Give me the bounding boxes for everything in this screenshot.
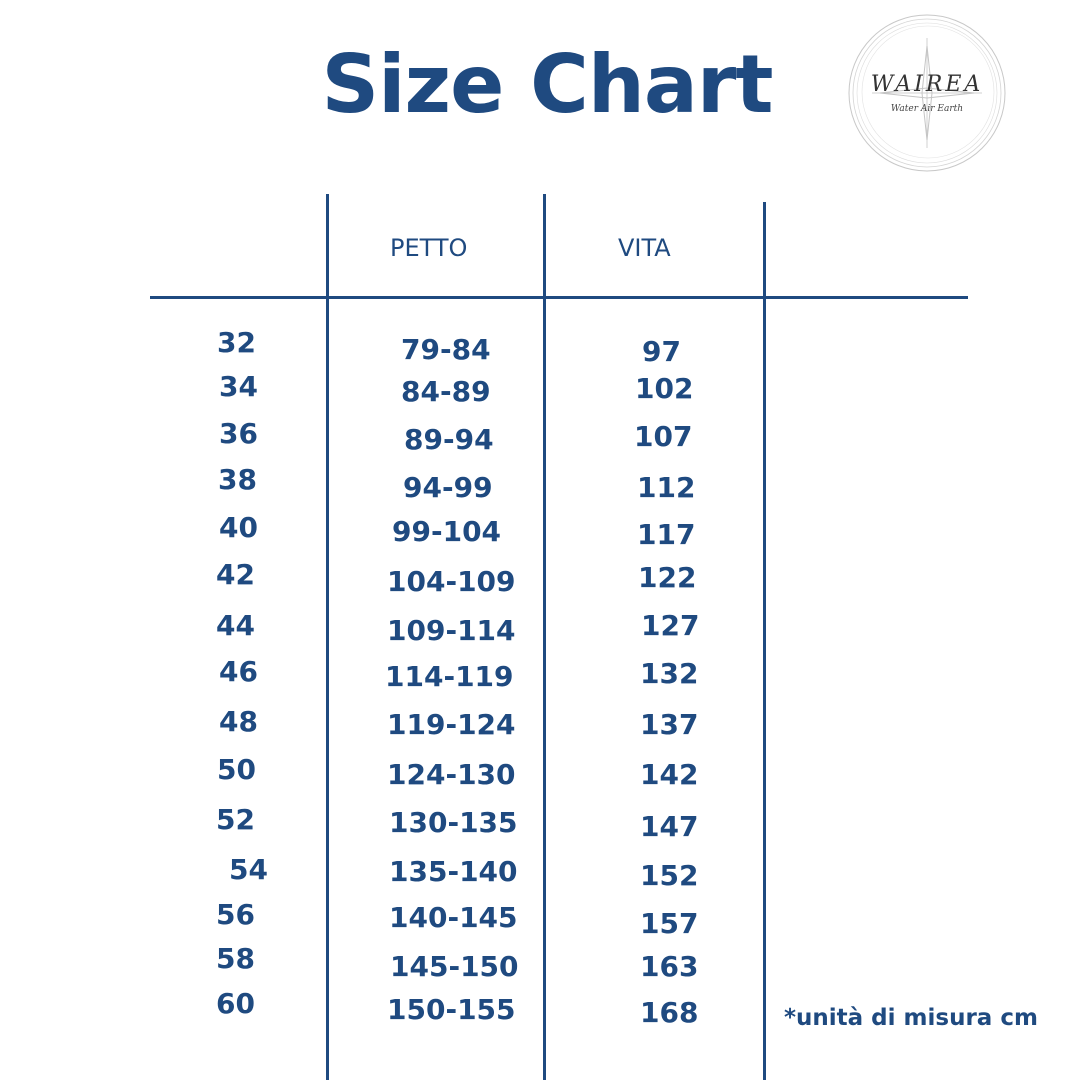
table-cell-vita: 157 [640, 907, 699, 940]
table-cell-petto: 114-119 [385, 660, 514, 693]
table-cell-vita: 102 [635, 372, 694, 405]
table-cell-vita: 152 [640, 859, 699, 892]
table-cell-size: 60 [216, 987, 255, 1020]
table-cell-vita: 137 [640, 708, 699, 741]
table-cell-size: 44 [216, 609, 255, 642]
table-cell-petto: 94-99 [403, 471, 493, 504]
logo-name: WAIREA [870, 72, 984, 97]
table-cell-petto: 130-135 [389, 806, 518, 839]
logo-tagline: Water Air Earth [890, 104, 964, 114]
grid-line-v1 [326, 194, 329, 1080]
page-title: Size Chart [321, 38, 773, 131]
table-cell-size: 42 [216, 558, 255, 591]
table-cell-vita: 168 [640, 996, 699, 1029]
table-cell-size: 34 [219, 370, 258, 403]
table-cell-size: 56 [216, 898, 255, 931]
table-cell-vita: 147 [640, 810, 699, 843]
table-cell-size: 46 [219, 655, 258, 688]
column-header-petto: PETTO [390, 234, 468, 262]
grid-line-v3 [763, 202, 766, 1080]
table-cell-size: 58 [216, 942, 255, 975]
table-cell-vita: 97 [642, 335, 681, 368]
table-cell-size: 36 [219, 417, 258, 450]
table-cell-petto: 150-155 [387, 993, 516, 1026]
table-cell-vita: 112 [637, 471, 696, 504]
brand-logo: WAIREA Water Air Earth [842, 8, 1012, 178]
table-cell-size: 48 [219, 705, 258, 738]
table-cell-size: 38 [218, 463, 257, 496]
table-cell-size: 32 [217, 326, 256, 359]
table-cell-vita: 127 [641, 609, 700, 642]
table-cell-petto: 89-94 [404, 423, 494, 456]
header-divider [150, 296, 968, 299]
table-cell-petto: 99-104 [392, 515, 502, 548]
table-cell-petto: 145-150 [390, 950, 519, 983]
table-cell-vita: 163 [640, 950, 699, 983]
table-cell-petto: 104-109 [387, 565, 516, 598]
grid-line-v2 [543, 194, 546, 1080]
table-cell-size: 54 [229, 853, 268, 886]
unit-note: *unità di misura cm [784, 1005, 1038, 1031]
table-cell-petto: 84-89 [401, 375, 491, 408]
table-cell-petto: 135-140 [389, 855, 518, 888]
logo-compass-icon [848, 14, 1006, 172]
table-cell-vita: 122 [638, 561, 697, 594]
table-cell-petto: 124-130 [387, 758, 516, 791]
table-cell-vita: 142 [640, 758, 699, 791]
table-cell-petto: 79-84 [401, 333, 491, 366]
table-cell-size: 50 [217, 753, 256, 786]
table-cell-vita: 107 [634, 420, 693, 453]
table-cell-vita: 132 [640, 657, 699, 690]
table-cell-petto: 140-145 [389, 901, 518, 934]
table-cell-petto: 119-124 [387, 708, 516, 741]
table-cell-petto: 109-114 [387, 614, 516, 647]
table-cell-size: 52 [216, 803, 255, 836]
column-header-vita: VITA [618, 234, 671, 262]
table-cell-size: 40 [219, 511, 258, 544]
table-cell-vita: 117 [637, 518, 696, 551]
